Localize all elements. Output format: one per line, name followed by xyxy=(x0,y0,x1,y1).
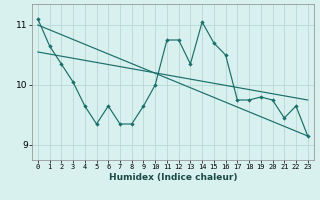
X-axis label: Humidex (Indice chaleur): Humidex (Indice chaleur) xyxy=(108,173,237,182)
